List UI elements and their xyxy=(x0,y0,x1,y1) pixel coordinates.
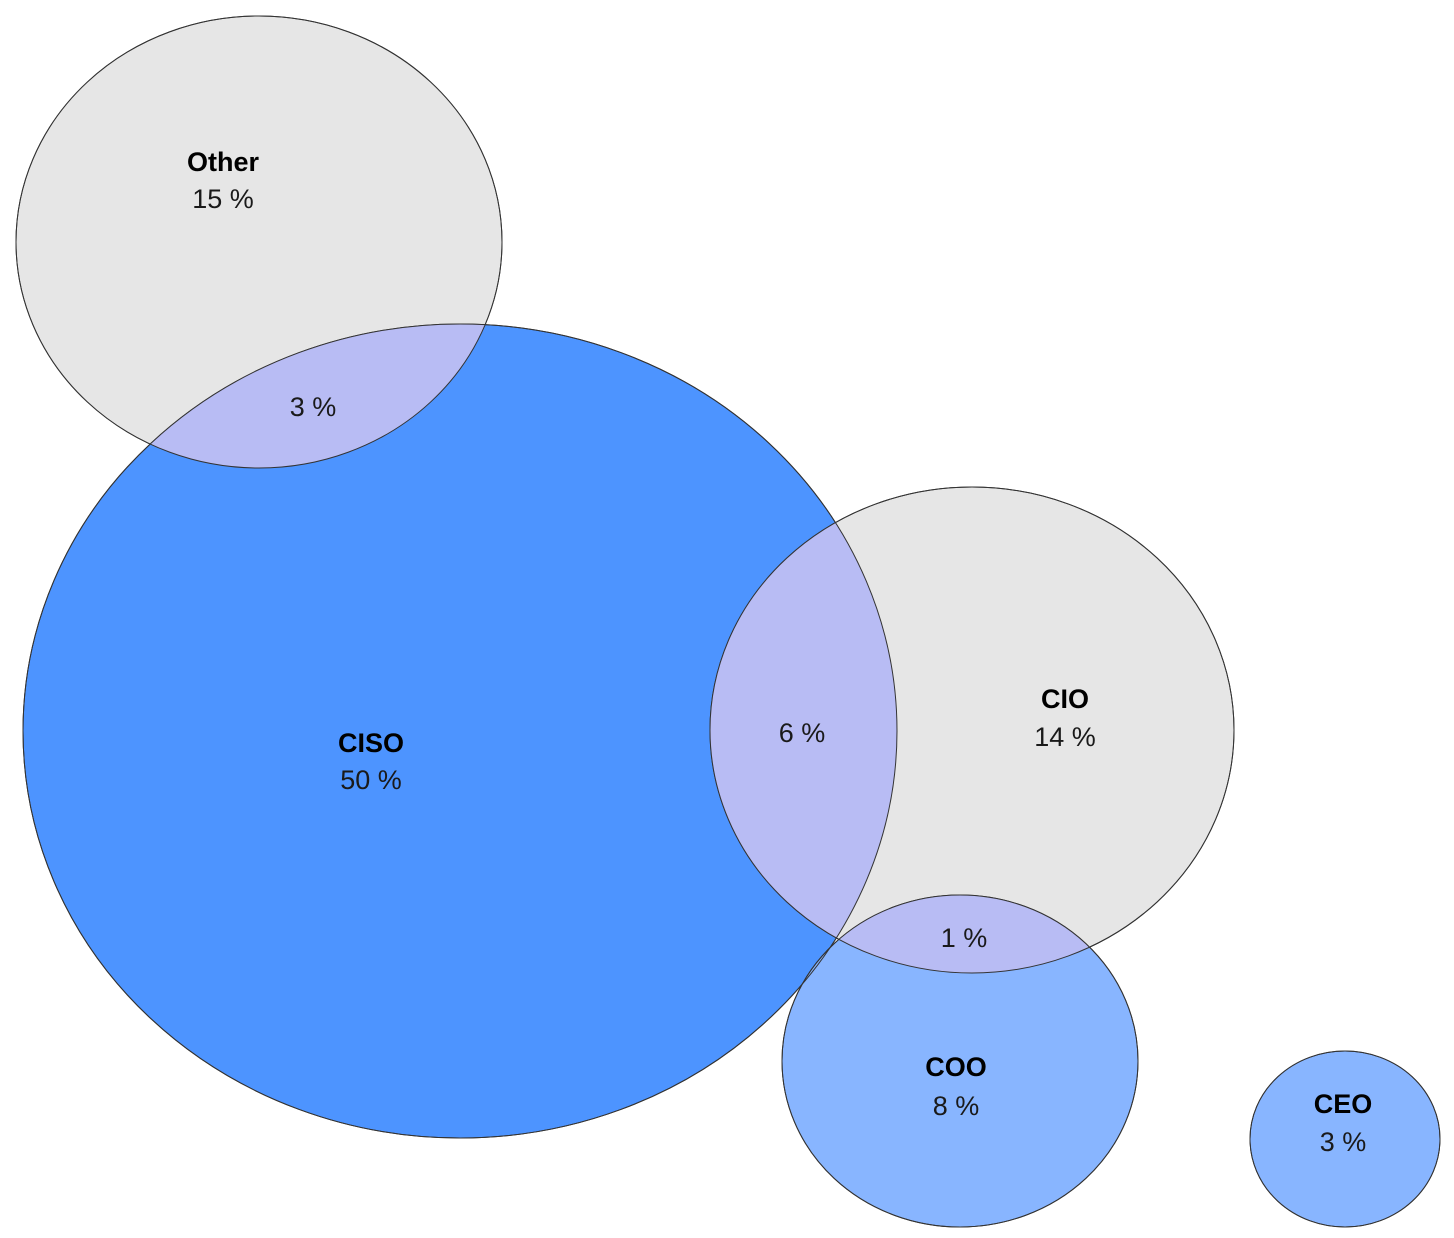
label-overlap-cio-coo: 1 % xyxy=(941,923,988,953)
outline-cio xyxy=(709,486,1235,974)
overlap-region-ciso-cio xyxy=(710,487,897,973)
outline-ciso xyxy=(22,323,898,1139)
label-coo-name: COO xyxy=(925,1052,987,1082)
label-ciso-value: 50 % xyxy=(340,765,402,795)
label-cio-name: CIO xyxy=(1041,684,1089,714)
outline-other xyxy=(15,15,503,469)
outline-ceo xyxy=(1249,1050,1441,1228)
label-ceo-name: CEO xyxy=(1314,1089,1373,1119)
label-other-value: 15 % xyxy=(192,184,254,214)
label-coo-value: 8 % xyxy=(933,1091,980,1121)
label-overlap-ciso-cio: 6 % xyxy=(779,718,826,748)
label-ceo-value: 3 % xyxy=(1320,1127,1367,1157)
label-other-name: Other xyxy=(187,147,260,177)
outline-coo xyxy=(781,894,1139,1228)
label-cio-value: 14 % xyxy=(1034,722,1096,752)
label-overlap-other-ciso: 3 % xyxy=(290,392,337,422)
label-ciso-name: CISO xyxy=(338,728,404,758)
